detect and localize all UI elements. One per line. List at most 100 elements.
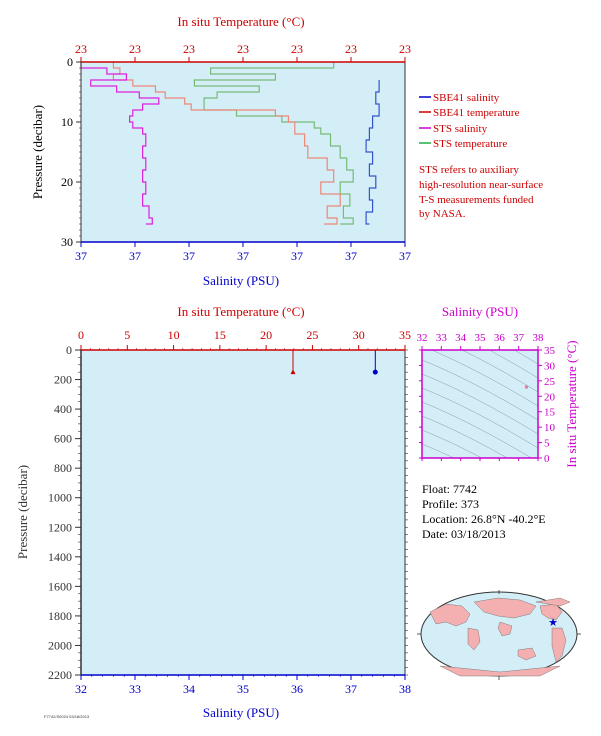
bottom-temp-tick-label: 35 (399, 328, 411, 342)
ts-sal-tick-label: 36 (494, 332, 506, 344)
ts-sal-tick-label: 37 (513, 332, 525, 344)
bottom-temp-tick-label: 25 (306, 328, 318, 342)
ts-temp-tick-label: 15 (544, 407, 556, 419)
top-series-sbe41-temperature (112, 62, 341, 225)
ts-sal-tick-label: 32 (417, 332, 428, 344)
bottom-sal-tick-label: 32 (75, 682, 87, 696)
bottom-temp-tick-label: 5 (124, 328, 130, 342)
bottom-pressure-tick-label: 1600 (48, 579, 72, 593)
top-sal-tick-label: 37 (129, 249, 141, 263)
legend-label-sts-salinity: STS salinity (433, 123, 488, 135)
ts-sal-tick-label: 38 (533, 332, 545, 344)
bottom-pressure-tick-label: 1400 (48, 550, 72, 564)
ts-density-contour (422, 359, 538, 421)
ts-density-contour (422, 415, 508, 458)
bottom-temp-tick-label: 30 (353, 328, 365, 342)
top-temp-tick-label: 23 (129, 42, 141, 56)
ts-temp-tick-label: 30 (544, 360, 556, 372)
sts-note-line-3: T-S measurements funded (419, 194, 534, 206)
top-pressure-tick-label: 0 (67, 55, 73, 69)
bottom-pressure-tick-label: 200 (54, 373, 72, 387)
ts-density-contour (461, 350, 538, 393)
bottom-sal-tick-label: 38 (399, 682, 411, 696)
sts-note-line-2: high-resolution near-surface (419, 179, 543, 191)
ts-density-contours (422, 350, 538, 458)
bottom-sal-tick-label: 34 (183, 682, 195, 696)
float-info: Float: 7742 Profile: 373 Location: 26.8°… (422, 482, 546, 541)
top-pressure-tick-label: 30 (61, 235, 73, 249)
top-series-layer (80, 62, 380, 225)
bottom-temp-tick-label: 10 (168, 328, 180, 342)
bottom-panel: 0 5 10 15 20 25 30 35 32 33 34 35 36 37 38 0 200 400 600 80… (15, 304, 411, 720)
bottom-pressure-tick-label: 0 (66, 343, 72, 357)
ts-sal-tick-label: 35 (475, 332, 487, 344)
top-sal-axis-title: Salinity (PSU) (203, 273, 279, 288)
ts-sal-axis-title: Salinity (PSU) (442, 304, 518, 319)
top-temp-tick-label: 23 (237, 42, 249, 56)
bottom-sal-tick-label: 33 (129, 682, 141, 696)
bottom-pressure-tick-label: 1000 (48, 491, 72, 505)
top-pressure-axis-title: Pressure (decibar) (30, 105, 45, 199)
ts-temp-tick-label: 0 (544, 453, 550, 465)
profile-number: Profile: 373 (422, 497, 479, 511)
top-temp-tick-label: 23 (183, 42, 195, 56)
top-sal-tick-label: 37 (237, 249, 249, 263)
top-pressure-tick-label: 10 (61, 115, 73, 129)
top-sal-tick-label: 37 (345, 249, 357, 263)
top-sal-tick-label: 37 (399, 249, 411, 263)
map-land (429, 597, 571, 677)
legend: SBE41 salinity SBE41 temperature STS sal… (419, 92, 520, 150)
bottom-pressure-tick-label: 800 (54, 461, 72, 475)
legend-label-sbe41-salinity: SBE41 salinity (433, 92, 500, 104)
ts-density-contour (422, 429, 483, 458)
sts-note: STS refers to auxiliary high-resolution … (419, 164, 543, 220)
ts-temp-tick-label: 35 (544, 345, 556, 357)
bottom-pressure-tick-label: 1200 (48, 520, 72, 534)
top-temp-tick-label: 23 (345, 42, 357, 56)
bottom-temp-tick-label: 0 (78, 328, 84, 342)
top-series-sbe41-salinity (365, 80, 380, 225)
bottom-pressure-axis-title: Pressure (decibar) (15, 465, 30, 559)
bottom-temp-end-marker (290, 369, 296, 375)
top-panel: 23 23 23 23 23 23 23 37 37 37 37 37 37 37 0 10 20 30 In s… (30, 14, 411, 288)
float-location-marker: ★ (548, 616, 558, 629)
ts-density-contour (422, 373, 538, 435)
sts-note-line-1: STS refers to auxiliary (419, 164, 519, 176)
bottom-pressure-tick-label: 600 (54, 432, 72, 446)
ts-panel: 32 33 34 35 36 37 38 0 5 10 15 20 25 30 35 Salinity (P… (417, 304, 580, 468)
profile-date: Date: 03/18/2013 (422, 527, 506, 541)
bottom-sal-tick-label: 36 (291, 682, 303, 696)
top-temp-tick-label: 23 (75, 42, 87, 56)
map-ticks (417, 590, 581, 680)
float-id: Float: 7742 (422, 482, 477, 496)
bottom-plot-background (81, 350, 405, 675)
ts-temp-tick-label: 5 (544, 438, 550, 450)
ts-axes: 32 33 34 35 36 37 38 0 5 10 15 20 25 30 35 (417, 332, 556, 465)
ts-density-contour (513, 350, 538, 365)
top-temp-axis-title: In situ Temperature (°C) (177, 14, 304, 29)
bottom-sal-end-marker (372, 369, 378, 375)
ts-density-contour (422, 387, 538, 449)
bottom-pressure-tick-label: 1800 (48, 609, 72, 623)
top-sal-tick-label: 37 (183, 249, 195, 263)
top-pressure-tick-label: 20 (61, 175, 73, 189)
top-sal-tick-label: 37 (75, 249, 87, 263)
ts-density-contour (422, 443, 455, 458)
ts-sal-tick-label: 34 (455, 332, 467, 344)
ts-temp-axis-title: In situ Temperature (°C) (564, 340, 579, 467)
bottom-series-layer (290, 350, 378, 375)
world-map: ★ (417, 590, 581, 680)
top-temp-tick-label: 23 (399, 42, 411, 56)
legend-label-sbe41-temperature: SBE41 temperature (433, 107, 520, 119)
ts-data-point (524, 385, 528, 389)
bottom-sal-axis-title: Salinity (PSU) (203, 705, 279, 720)
ts-temp-tick-label: 20 (544, 391, 556, 403)
bottom-axes: 0 5 10 15 20 25 30 35 32 33 34 35 36 37 38 0 200 400 600 80… (48, 328, 411, 696)
top-axes: 23 23 23 23 23 23 23 37 37 37 37 37 37 37 0 10 20 30 (61, 42, 411, 263)
bottom-temp-tick-label: 15 (214, 328, 226, 342)
bottom-pressure-tick-label: 2200 (48, 668, 72, 682)
float-location: Location: 26.8°N -40.2°E (422, 512, 546, 526)
ts-density-contour (488, 350, 538, 379)
ts-temp-tick-label: 10 (544, 422, 556, 434)
